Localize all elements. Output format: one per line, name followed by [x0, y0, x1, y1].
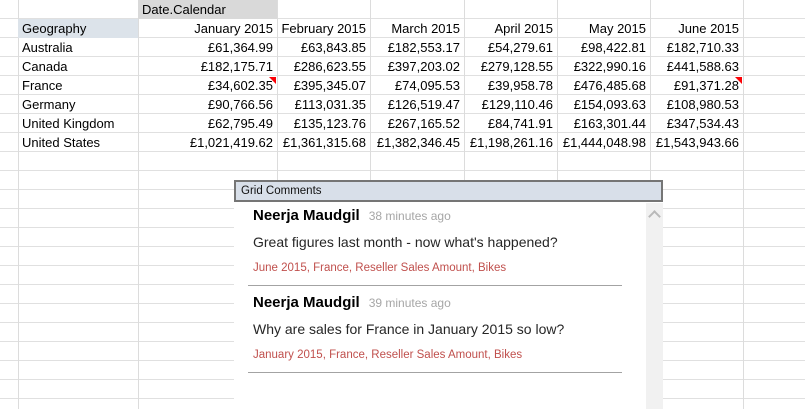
table-row: United Kingdom £62,795.49 £135,123.76 £2…: [0, 114, 743, 133]
empty-cell[interactable]: [0, 95, 18, 114]
table-row: Germany £90,766.56 £113,031.35 £126,519.…: [0, 95, 743, 114]
comment-context-link[interactable]: January 2015, France, Reseller Sales Amo…: [253, 349, 523, 361]
empty-cell[interactable]: [0, 19, 18, 38]
comment-author: Neerja Maudgil: [253, 207, 360, 224]
table-row: Canada £182,175.71 £286,623.55 £397,203.…: [0, 57, 743, 76]
comment-text: Why are sales for France in January 2015…: [253, 321, 565, 337]
value-cell[interactable]: £74,095.53: [394, 78, 460, 93]
geo-cell[interactable]: Australia: [22, 40, 73, 55]
month-header[interactable]: May 2015: [588, 21, 646, 36]
table-row: United States £1,021,419.62 £1,361,315.6…: [0, 133, 743, 152]
comment-context-link[interactable]: June 2015, France, Reseller Sales Amount…: [253, 262, 507, 274]
value-cell[interactable]: £163,301.44: [573, 116, 646, 131]
table-header-row: Geography January 2015 February 2015 Mar…: [0, 19, 743, 38]
comment-timestamp: 39 minutes ago: [368, 296, 451, 310]
chevron-up-icon[interactable]: [648, 210, 661, 223]
panel-scrollbar[interactable]: [646, 203, 663, 409]
row-field-header[interactable]: Geography: [18, 19, 138, 38]
value-cell[interactable]: £126,519.47: [387, 97, 460, 112]
value-cell[interactable]: £1,444,048.98: [562, 135, 646, 150]
value-cell[interactable]: £91,371.28: [673, 78, 739, 93]
table-row: France £34,602.35 £395,345.07 £74,095.53…: [0, 76, 743, 95]
comment-author: Neerja Maudgil: [253, 294, 360, 311]
list-item: Neerja Maudgil 39 minutes ago Why are sal…: [248, 293, 634, 373]
value-cell[interactable]: £1,361,315.68: [282, 135, 366, 150]
value-cell[interactable]: £286,623.55: [293, 59, 366, 74]
value-cell[interactable]: £397,203.02: [387, 59, 460, 74]
divider: [248, 372, 622, 373]
value-cell[interactable]: £322,990.16: [573, 59, 646, 74]
empty-cell[interactable]: [18, 0, 138, 19]
empty-cell[interactable]: [0, 38, 18, 57]
value-cell[interactable]: £129,110.46: [481, 97, 553, 112]
month-header[interactable]: February 2015: [281, 21, 366, 36]
value-cell[interactable]: £1,198,261.16: [469, 135, 553, 150]
table-row: Australia £61,364.99 £63,843.85 £182,553…: [0, 38, 743, 57]
value-cell[interactable]: £1,021,419.62: [189, 135, 273, 150]
comment-indicator-icon: [735, 77, 742, 84]
value-cell[interactable]: £1,543,943.66: [655, 135, 739, 150]
grid-comments-panel-header[interactable]: Grid Comments: [234, 180, 663, 202]
table-row: Date.Calendar: [0, 0, 277, 19]
value-cell[interactable]: £98,422.81: [580, 40, 646, 55]
grid-comments-panel: Neerja Maudgil 38 minutes ago Great figur…: [234, 202, 663, 409]
value-cell[interactable]: £62,795.49: [207, 116, 273, 131]
value-cell[interactable]: £267,165.52: [387, 116, 460, 131]
comments-list: Neerja Maudgil 38 minutes ago Great figur…: [234, 202, 646, 409]
value-cell[interactable]: £1,382,346.45: [376, 135, 460, 150]
empty-cell[interactable]: [0, 114, 18, 133]
value-cell[interactable]: £154,093.63: [573, 97, 646, 112]
value-cell[interactable]: £39,958.78: [487, 78, 553, 93]
value-cell[interactable]: £347,534.43: [666, 116, 739, 131]
value-cell[interactable]: £135,123.76: [293, 116, 366, 131]
empty-cell[interactable]: [0, 133, 18, 152]
value-cell[interactable]: £182,175.71: [200, 59, 273, 74]
column-field-header[interactable]: Date.Calendar: [138, 0, 277, 19]
value-cell[interactable]: £182,710.33: [666, 40, 739, 55]
gridline-vertical: [138, 0, 139, 409]
value-cell[interactable]: £61,364.99: [207, 40, 273, 55]
geo-cell[interactable]: United States: [22, 135, 101, 150]
panel-title: Grid Comments: [241, 185, 322, 197]
empty-cell[interactable]: [0, 57, 18, 76]
value-cell[interactable]: £84,741.91: [487, 116, 553, 131]
divider: [248, 285, 622, 286]
value-cell[interactable]: £395,345.07: [293, 78, 366, 93]
value-cell[interactable]: £34,602.35: [207, 78, 273, 93]
value-cell[interactable]: £108,980.53: [666, 97, 739, 112]
geo-cell[interactable]: Germany: [22, 97, 76, 112]
comment-text: Great figures last month - now what's ha…: [253, 234, 558, 250]
month-header[interactable]: April 2015: [494, 21, 553, 36]
list-item: Neerja Maudgil 38 minutes ago Great figur…: [248, 206, 634, 286]
value-cell[interactable]: £279,128.55: [480, 59, 553, 74]
value-cell[interactable]: £63,843.85: [300, 40, 366, 55]
geo-cell[interactable]: Canada: [22, 59, 68, 74]
comment-indicator-icon: [269, 77, 276, 84]
month-header[interactable]: March 2015: [391, 21, 460, 36]
empty-cell[interactable]: [0, 0, 18, 19]
gridline-vertical: [743, 0, 744, 409]
empty-cell[interactable]: [0, 76, 18, 95]
geo-cell[interactable]: United Kingdom: [22, 116, 115, 131]
value-cell[interactable]: £90,766.56: [207, 97, 273, 112]
gridline-vertical: [18, 0, 19, 409]
comment-timestamp: 38 minutes ago: [368, 209, 451, 223]
month-header[interactable]: June 2015: [678, 21, 739, 36]
geo-cell[interactable]: France: [22, 78, 63, 93]
value-cell[interactable]: £54,279.61: [487, 40, 553, 55]
value-cell[interactable]: £441,588.63: [666, 59, 739, 74]
value-cell[interactable]: £182,553.17: [387, 40, 460, 55]
value-cell[interactable]: £476,485.68: [573, 78, 646, 93]
month-header[interactable]: January 2015: [194, 21, 273, 36]
value-cell[interactable]: £113,031.35: [294, 97, 366, 112]
